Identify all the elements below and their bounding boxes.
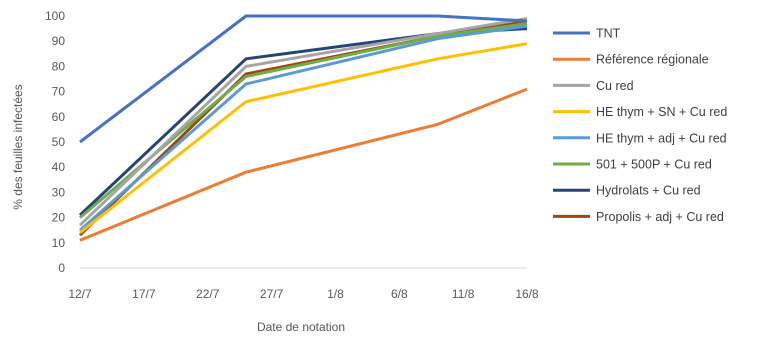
series-line: [79, 14, 528, 144]
legend-label: Référence régionale: [596, 53, 709, 67]
series-line: [79, 87, 528, 242]
legend-label: HE thym + adj + Cu red: [596, 131, 727, 145]
y-tick-label: 80: [52, 59, 66, 73]
y-axis-ticks: 0 10 20 30 40 50 60 70 80 90 100: [45, 9, 65, 275]
legend-label: HE thym + SN + Cu red: [596, 105, 727, 119]
x-tick-label: 17/7: [132, 287, 156, 301]
legend-item: Hydrolats + Cu red: [553, 184, 701, 198]
y-tick-label: 90: [52, 34, 66, 48]
y-tick-label: 70: [52, 85, 66, 99]
x-axis-title: Date de notation: [257, 320, 345, 334]
x-tick-label: 12/7: [68, 287, 92, 301]
legend-label: Propolis + adj + Cu red: [596, 210, 724, 224]
x-tick-label: 1/8: [327, 287, 344, 301]
x-tick-label: 11/8: [452, 287, 475, 301]
legend-label: Cu red: [596, 79, 634, 93]
y-tick-label: 50: [52, 135, 66, 149]
series-line: [79, 42, 528, 234]
series-lines: [78, 14, 528, 242]
legend-item: Cu red: [553, 79, 634, 93]
y-tick-label: 100: [45, 9, 65, 23]
x-tick-label: 6/8: [391, 287, 408, 301]
legend: TNT Référence régionale Cu red HE thym + SN…: [553, 27, 727, 224]
y-tick-label: 40: [52, 160, 66, 174]
legend-item: Référence régionale: [553, 53, 709, 67]
series-line: [78, 17, 528, 227]
legend-item: Propolis + adj + Cu red: [553, 210, 724, 224]
legend-label: TNT: [596, 27, 621, 41]
legend-label: 501 + 500P + Cu red: [596, 158, 712, 172]
y-tick-label: 20: [52, 211, 66, 225]
x-tick-label: 27/7: [260, 287, 284, 301]
legend-item: TNT: [553, 27, 621, 41]
y-tick-label: 0: [58, 261, 65, 275]
legend-item: HE thym + adj + Cu red: [553, 131, 727, 145]
legend-item: 501 + 500P + Cu red: [553, 158, 712, 172]
x-axis-ticks: 12/7 17/7 22/7 27/7 1/8 6/8 11/8 16/8: [68, 287, 539, 301]
x-tick-label: 16/8: [515, 287, 539, 301]
series-line: [78, 19, 528, 237]
series-line: [79, 24, 528, 232]
legend-label: Hydrolats + Cu red: [596, 184, 701, 198]
legend-item: HE thym + SN + Cu red: [553, 105, 727, 119]
x-tick-label: 22/7: [196, 287, 220, 301]
y-tick-label: 30: [52, 185, 66, 199]
y-tick-label: 60: [52, 110, 66, 124]
y-axis-title: % des feuilles infectées: [11, 84, 25, 209]
y-tick-label: 10: [52, 236, 66, 250]
